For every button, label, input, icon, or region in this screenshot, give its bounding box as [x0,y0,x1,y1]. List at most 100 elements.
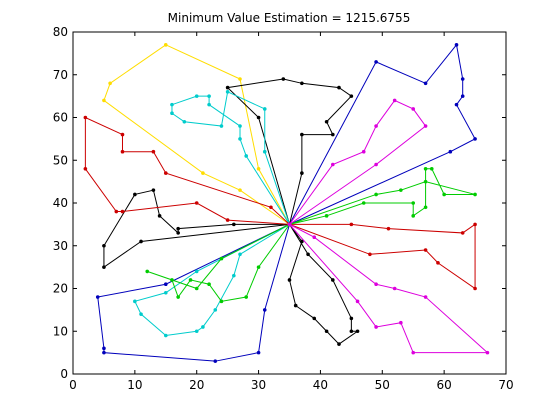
route-9-point-7 [83,115,88,120]
route-3-point-6 [102,98,106,103]
route-13-point-5 [392,98,397,103]
route-9-point-4 [120,209,125,214]
y-tick-label: 20 [53,282,68,296]
route-11-point-11 [423,179,428,184]
route-10-point-4 [460,231,465,235]
route-3-point-8 [238,188,242,192]
route-7-point-11 [207,102,211,107]
route-7-point-8 [170,102,174,107]
route-7-point-14 [244,154,248,158]
route-5-point-9 [102,265,106,269]
route-1-point-9 [448,149,453,154]
y-tick-label: 0 [60,367,68,381]
route-line-12 [147,223,290,302]
route-7-point-2 [262,149,267,154]
route-14-point-8 [399,320,403,325]
route-9-point-5 [114,209,119,214]
route-12-point-2 [256,265,261,269]
route-9-point-2 [225,218,230,222]
route-11-point-6 [423,205,428,210]
route-10-point-5 [473,222,477,227]
route-12-point-3 [244,295,248,299]
y-tick-label: 70 [53,68,68,82]
route-9-point-11 [163,171,168,175]
route-8-point-7 [163,333,168,338]
route-3-point-7 [201,171,205,175]
route-10-point-9 [368,252,372,257]
route-1-point-7 [454,102,459,107]
route-2-point-5 [102,350,106,355]
route-5-point-3 [176,226,180,231]
route-6-point-7 [337,342,341,346]
route-5-point-10 [139,239,143,244]
route-12-point-9 [145,269,150,274]
route-line-10 [289,223,476,290]
route-5-point-2 [232,222,236,227]
route-7-point-4 [225,90,230,94]
route-4-point-9 [331,132,335,137]
series-route-14 [287,222,490,355]
route-10-point-2 [349,222,354,227]
x-tick-label: 70 [498,378,513,392]
y-axis-ticks: 0 10 20 30 40 50 60 70 80 [53,25,506,381]
route-6-point-12 [306,252,310,257]
route-5-point-6 [151,188,156,192]
route-6-point-4 [293,303,298,308]
route-8-point-10 [163,290,168,295]
route-13-point-8 [374,162,378,167]
route-2-point-7 [95,295,100,299]
y-tick-label: 50 [53,153,68,167]
route-14-point-3 [374,282,378,287]
route-12-point-4 [219,299,224,304]
y-tick-label: 80 [53,25,68,39]
route-8-point-8 [139,312,143,316]
route-7-point-12 [238,124,242,128]
route-7-point-7 [170,111,174,116]
route-3-point-2 [256,167,261,171]
x-tick-label: 0 [69,378,77,392]
route-14-point-9 [374,325,378,329]
x-tick-label: 30 [251,378,266,392]
x-tick-label: 10 [127,378,142,392]
route-1-point-6 [460,94,465,98]
route-12-point-10 [194,286,199,291]
route-6-point-5 [312,316,317,321]
route-13-point-4 [374,124,378,128]
route-11-point-7 [423,167,428,171]
route-1-point-3 [423,81,428,86]
route-line-11 [289,168,476,225]
route-6-point-6 [324,329,329,334]
route-7-point-13 [238,137,242,141]
route-10-point-7 [436,261,440,265]
x-tick-label: 60 [437,378,452,392]
route-6-point-3 [287,278,292,282]
route-12-point-8 [170,278,174,282]
route-14-point-11 [287,222,292,227]
route-5-point-4 [176,231,180,235]
route-13-point-3 [361,149,366,154]
route-8-point-6 [194,329,199,334]
chart-title: Minimum Value Estimation = 1215.6755 [168,11,411,25]
x-tick-label: 20 [189,378,204,392]
route-1-point-8 [473,137,477,141]
route-8-point-4 [213,308,218,312]
route-6-point-2 [300,239,304,244]
route-4-point-6 [337,85,341,90]
y-tick-label: 10 [53,324,68,338]
route-2-point-2 [262,308,267,312]
x-axis-ticks: 0 10 20 30 40 50 60 70 [69,32,514,392]
route-14-point-7 [411,350,416,355]
route-9-point-9 [120,149,125,154]
route-13-point-2 [331,162,335,167]
route-4-point-7 [349,94,354,98]
route-4-point-11 [300,171,304,175]
route-4-point-5 [300,81,304,86]
y-tick-label: 30 [53,239,68,253]
route-11-point-4 [411,201,416,205]
route-4-point-2 [256,115,261,120]
route-10-point-8 [423,248,428,252]
route-12-point-6 [188,278,193,282]
route-6-point-8 [355,329,360,334]
route-4-point-8 [324,119,329,124]
